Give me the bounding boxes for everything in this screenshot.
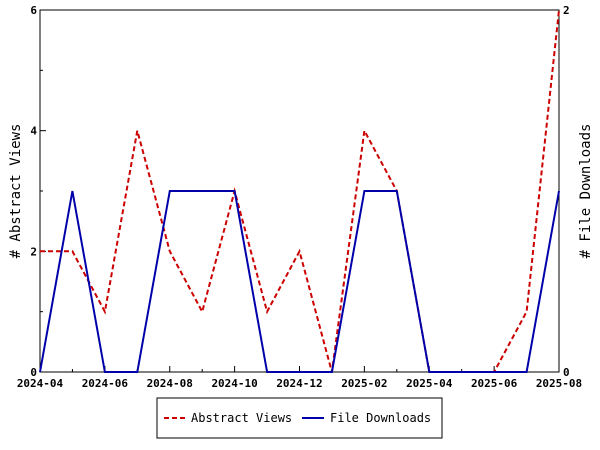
- y-axis-left-title: # Abstract Views: [8, 124, 24, 259]
- series-line-file-downloads: [39, 190, 560, 373]
- y-left-tick-label: 0: [30, 366, 37, 379]
- plot-area: [39, 9, 560, 373]
- right-axis-ticks: 02: [553, 4, 570, 379]
- x-tick-label: 2025-08: [536, 377, 582, 390]
- y-right-tick-label: 0: [563, 366, 570, 379]
- x-tick-label: 2025-02: [341, 377, 387, 390]
- y-right-tick-label: 2: [563, 4, 570, 17]
- x-axis-ticks: 2024-04 2024-06 2024-08 2024-10 2024-12 2025-…: [17, 366, 582, 390]
- x-tick-label: 2025-06: [471, 377, 518, 390]
- x-tick-label: 2024-08: [147, 377, 193, 390]
- y-left-tick-label: 2: [30, 245, 37, 258]
- legend: Abstract Views File Downloads: [156, 397, 443, 439]
- y-axis-right-title: # File Downloads: [578, 124, 594, 259]
- legend-label-file-downloads: File Downloads: [330, 411, 431, 425]
- x-tick-label: 2024-12: [276, 377, 322, 390]
- y-left-tick-label: 4: [30, 125, 37, 138]
- x-tick-label: 2024-04: [17, 377, 64, 390]
- y-left-tick-label: 6: [30, 4, 37, 17]
- legend-label-abstract-views: Abstract Views: [191, 411, 292, 425]
- x-tick-label: 2024-10: [211, 377, 257, 390]
- legend-box: [156, 397, 443, 439]
- x-tick-label: 2024-06: [82, 377, 129, 390]
- series-lines: [39, 9, 560, 373]
- x-tick-label: 2025-04: [406, 377, 453, 390]
